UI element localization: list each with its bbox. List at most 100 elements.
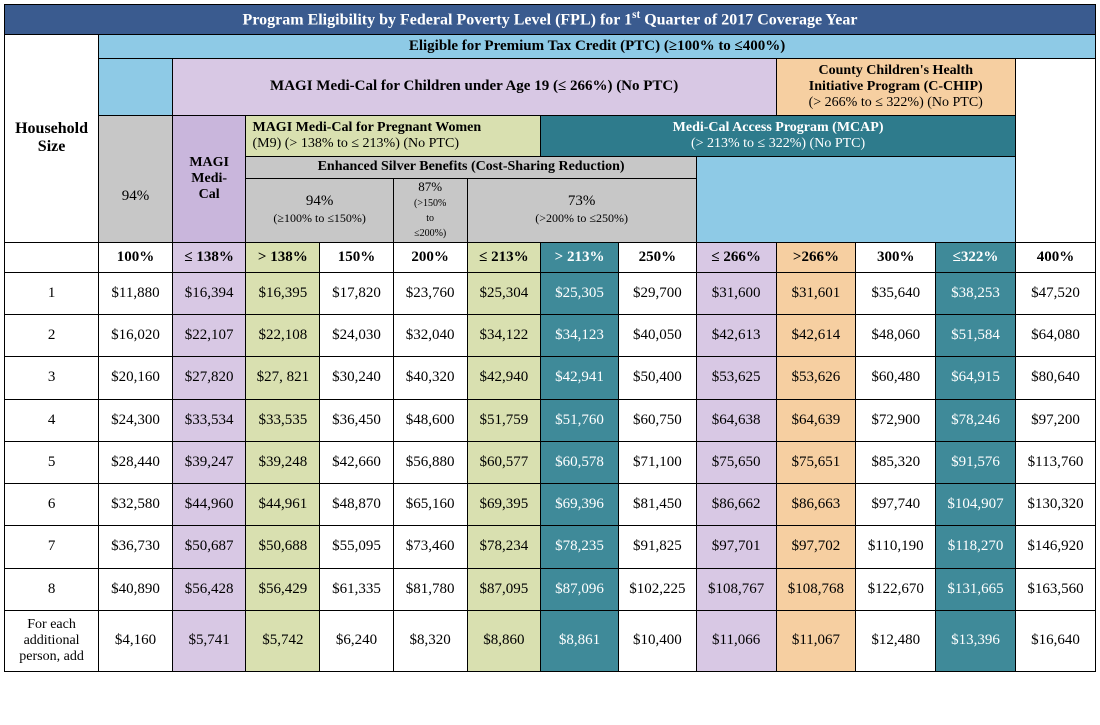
data-cell: $30,240 xyxy=(320,357,394,399)
data-cell: $60,577 xyxy=(467,441,541,483)
data-cell: $108,767 xyxy=(696,568,776,610)
pct-400: 400% xyxy=(1015,242,1095,272)
data-cell: $122,670 xyxy=(856,568,936,610)
data-cell: $33,534 xyxy=(172,399,246,441)
add-c9: $11,067 xyxy=(776,610,856,671)
data-cell: $97,701 xyxy=(696,526,776,568)
mcap-label: Medi-Cal Access Program (MCAP) (> 213% t… xyxy=(541,116,1016,157)
data-cell: $69,395 xyxy=(467,484,541,526)
data-cell: $36,450 xyxy=(320,399,394,441)
data-cell: $29,700 xyxy=(618,272,696,314)
pct-150: 150% xyxy=(320,242,394,272)
data-cell: $69,396 xyxy=(541,484,619,526)
data-cell: $78,234 xyxy=(467,526,541,568)
data-cell: $24,300 xyxy=(99,399,173,441)
data-cell: $22,108 xyxy=(246,315,320,357)
pct-300: 300% xyxy=(856,242,936,272)
data-cell: $73,460 xyxy=(393,526,467,568)
row-label: 2 xyxy=(5,315,99,357)
pct-138a: ≤ 138% xyxy=(172,242,246,272)
data-cell: $78,235 xyxy=(541,526,619,568)
data-cell: $42,660 xyxy=(320,441,394,483)
data-cell: $60,750 xyxy=(618,399,696,441)
data-cell: $55,095 xyxy=(320,526,394,568)
add-c6: $8,861 xyxy=(541,610,619,671)
data-cell: $48,060 xyxy=(856,315,936,357)
data-cell: $64,638 xyxy=(696,399,776,441)
csr-94: 94% (≥100% to ≤150%) xyxy=(246,178,393,242)
row-label: 7 xyxy=(5,526,99,568)
data-cell: $65,160 xyxy=(393,484,467,526)
data-cell: $42,941 xyxy=(541,357,619,399)
data-cell: $36,730 xyxy=(99,526,173,568)
data-cell: $71,100 xyxy=(618,441,696,483)
row-label: 3 xyxy=(5,357,99,399)
data-cell: $163,560 xyxy=(1015,568,1095,610)
data-cell: $22,107 xyxy=(172,315,246,357)
csr-87: 87% (>150%to≤200%) xyxy=(393,178,467,242)
data-cell: $24,030 xyxy=(320,315,394,357)
data-cell: $17,820 xyxy=(320,272,394,314)
data-cell: $91,576 xyxy=(936,441,1016,483)
pct-266b: >266% xyxy=(776,242,856,272)
data-cell: $64,639 xyxy=(776,399,856,441)
data-cell: $108,768 xyxy=(776,568,856,610)
data-cell: $50,687 xyxy=(172,526,246,568)
data-cell: $34,123 xyxy=(541,315,619,357)
magi-children-label: MAGI Medi-Cal for Children under Age 19 … xyxy=(172,58,776,115)
data-cell: $47,520 xyxy=(1015,272,1095,314)
data-cell: $25,305 xyxy=(541,272,619,314)
data-cell: $104,907 xyxy=(936,484,1016,526)
data-cell: $56,428 xyxy=(172,568,246,610)
blank-right xyxy=(1015,58,1095,242)
pct-250: 250% xyxy=(618,242,696,272)
data-cell: $44,961 xyxy=(246,484,320,526)
data-cell: $72,900 xyxy=(856,399,936,441)
add-c0: $4,160 xyxy=(99,610,173,671)
add-c12: $16,640 xyxy=(1015,610,1095,671)
pct-266a: ≤ 266% xyxy=(696,242,776,272)
data-cell: $97,740 xyxy=(856,484,936,526)
data-cell: $56,429 xyxy=(246,568,320,610)
pct-213b: > 213% xyxy=(541,242,619,272)
enhanced-silver-label: Enhanced Silver Benefits (Cost-Sharing R… xyxy=(246,157,696,178)
pct-200: 200% xyxy=(393,242,467,272)
data-cell: $39,248 xyxy=(246,441,320,483)
ptc-banner: Eligible for Premium Tax Credit (PTC) (≥… xyxy=(99,34,1096,58)
data-cell: $20,160 xyxy=(99,357,173,399)
data-cell: $80,640 xyxy=(1015,357,1095,399)
data-cell: $118,270 xyxy=(936,526,1016,568)
data-cell: $97,200 xyxy=(1015,399,1095,441)
data-cell: $87,096 xyxy=(541,568,619,610)
data-cell: $40,890 xyxy=(99,568,173,610)
data-cell: $53,626 xyxy=(776,357,856,399)
data-cell: $86,663 xyxy=(776,484,856,526)
add-c11: $13,396 xyxy=(936,610,1016,671)
row-label: 6 xyxy=(5,484,99,526)
pct-213a: ≤ 213% xyxy=(467,242,541,272)
data-cell: $33,535 xyxy=(246,399,320,441)
row-label: 4 xyxy=(5,399,99,441)
data-cell: $60,578 xyxy=(541,441,619,483)
data-cell: $56,880 xyxy=(393,441,467,483)
data-cell: $50,400 xyxy=(618,357,696,399)
data-cell: $40,320 xyxy=(393,357,467,399)
data-cell: $146,920 xyxy=(1015,526,1095,568)
teal-spacer xyxy=(99,58,173,115)
data-cell: $16,395 xyxy=(246,272,320,314)
data-cell: $113,760 xyxy=(1015,441,1095,483)
data-cell: $11,880 xyxy=(99,272,173,314)
data-cell: $97,702 xyxy=(776,526,856,568)
data-cell: $27,820 xyxy=(172,357,246,399)
data-cell: $38,253 xyxy=(936,272,1016,314)
data-cell: $32,040 xyxy=(393,315,467,357)
data-cell: $50,688 xyxy=(246,526,320,568)
data-cell: $23,760 xyxy=(393,272,467,314)
add-c1: $5,741 xyxy=(172,610,246,671)
data-cell: $44,960 xyxy=(172,484,246,526)
data-cell: $131,665 xyxy=(936,568,1016,610)
add-c4: $8,320 xyxy=(393,610,467,671)
empty-hdr xyxy=(5,242,99,272)
row-label: 5 xyxy=(5,441,99,483)
data-cell: $28,440 xyxy=(99,441,173,483)
